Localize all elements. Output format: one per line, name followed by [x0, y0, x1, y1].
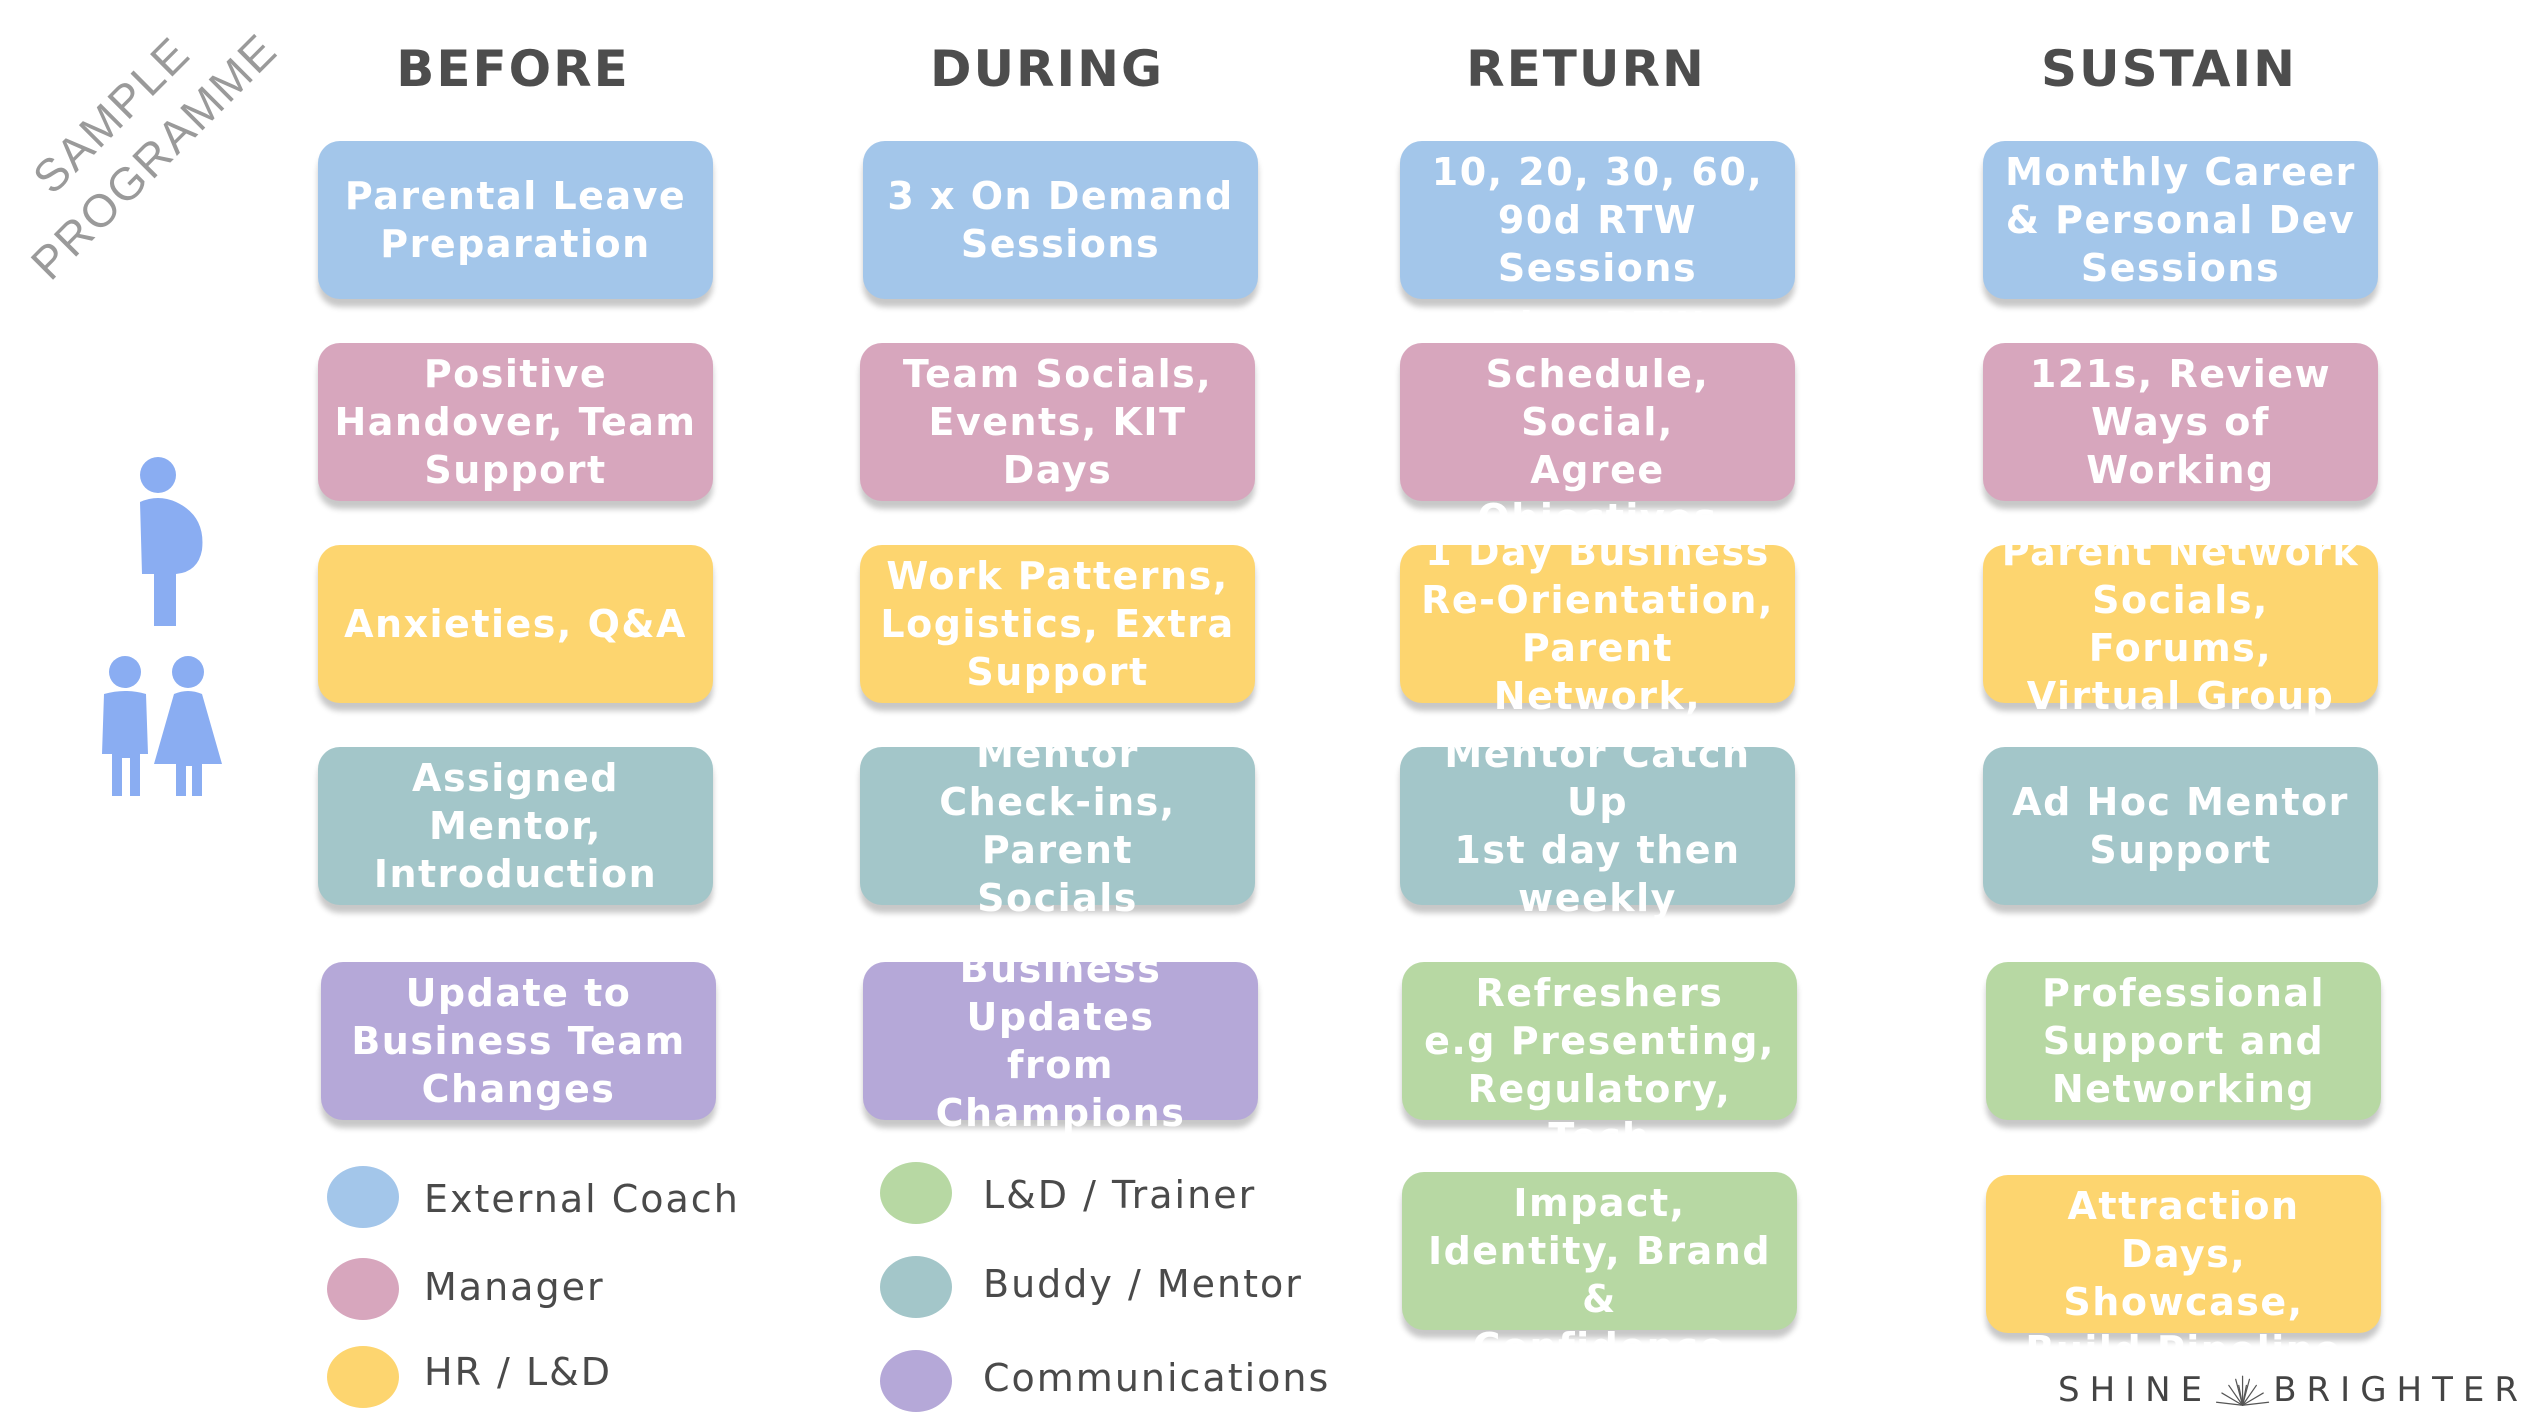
card-return-4: Mentor Catch Up 1st day then weekly [1400, 732, 1795, 920]
column-heading-before: BEFORE [396, 40, 630, 98]
card-during-5: Business Updates from Champions [863, 947, 1258, 1135]
card-during-1: 3 x On Demand Sessions [863, 141, 1258, 299]
card-text: 3 x On Demand Sessions [887, 174, 1234, 266]
card-text: Skills Refreshers e.g Presenting, Regula… [1424, 923, 1775, 1159]
card-before-3: Anxieties, Q&A [318, 545, 713, 703]
legend-dot-manager [327, 1258, 399, 1320]
card-text: Update to Business Team Changes [351, 971, 686, 1111]
card-return-5: Skills Refreshers e.g Presenting, Regula… [1402, 923, 1797, 1159]
pregnant-person-icon [140, 457, 203, 626]
card-text: Parent Network Socials, Forums, Virtual … [2001, 530, 2360, 718]
sunburst-icon [2216, 1375, 2270, 1406]
legend-dot-communications [880, 1350, 952, 1412]
column-heading-sustain: SUSTAIN [2041, 40, 2297, 98]
card-text: Professional Support and Networking [2041, 971, 2326, 1111]
card-return-3: 1 Day Business Re-Orientation, Parent Ne… [1400, 530, 1795, 718]
card-text: Ad Hoc Mentor Support [2012, 780, 2349, 872]
card-text: Talent Attraction Days, Showcase, Build … [2025, 1136, 2342, 1372]
card-text: Monthly Career & Personal Dev Sessions [2005, 150, 2356, 290]
card-text: 10, 20, 30, 60, 90d RTW Sessions [1431, 150, 1764, 290]
card-text: Anxieties, Q&A [344, 602, 687, 646]
legend-dot-external-coach [327, 1166, 399, 1228]
sample-programme-label: SAMPLE PROGRAMME [0, 0, 300, 300]
card-before-1: Parental Leave Preparation [318, 141, 713, 299]
legend-label-ld-trainer: L&D / Trainer [983, 1173, 1257, 1217]
child-boy-icon [102, 656, 148, 796]
card-during-2: Team Socials, Events, KIT Days [860, 343, 1255, 501]
card-sustain-4: Ad Hoc Mentor Support [1983, 747, 2378, 905]
column-heading-during: DURING [929, 40, 1165, 98]
card-text: Mentor Catch Up 1st day then weekly [1444, 732, 1751, 920]
card-text: Assigned Mentor, Introduction [373, 756, 658, 896]
card-before-5: Update to Business Team Changes [321, 962, 716, 1120]
legend-label-buddy-mentor: Buddy / Mentor [983, 1262, 1303, 1306]
card-text: Personal Impact, Identity, Brand & Confi… [1427, 1133, 1772, 1369]
card-text: Work Patterns, Logistics, Extra Support [880, 554, 1235, 694]
legend-label-hr-ld: HR / L&D [424, 1350, 613, 1394]
card-text: 121s, Review Ways of Working [2029, 352, 2332, 492]
brand-word-left: SHINE [2058, 1370, 2213, 1410]
card-text: Mentor Check-ins, Parent Socials [939, 732, 1176, 920]
card-during-4: Mentor Check-ins, Parent Socials [860, 732, 1255, 920]
column-heading-return: RETURN [1466, 40, 1706, 98]
legend-label-communications: Communications [983, 1356, 1331, 1400]
card-sustain-6: Talent Attraction Days, Showcase, Build … [1986, 1136, 2381, 1372]
card-return-6: Personal Impact, Identity, Brand & Confi… [1402, 1133, 1797, 1369]
card-text: Parental Leave Preparation [344, 174, 687, 266]
card-text: 1 Day Business Re-Orientation, Parent Ne… [1421, 530, 1774, 718]
card-sustain-5: Professional Support and Networking [1986, 962, 2381, 1120]
shine-brighter-logo: SHINE BRIGHTER [2058, 1368, 2528, 1412]
card-before-2: Positive Handover, Team Support [318, 343, 713, 501]
legend-dot-ld-trainer [880, 1162, 952, 1224]
card-text: Business Updates from Champions [935, 947, 1186, 1135]
card-before-4: Assigned Mentor, Introduction [318, 747, 713, 905]
brand-word-right: BRIGHTER [2273, 1370, 2528, 1410]
card-sustain-3: Parent Network Socials, Forums, Virtual … [1983, 530, 2378, 718]
card-during-3: Work Patterns, Logistics, Extra Support [860, 545, 1255, 703]
legend-dot-buddy-mentor [880, 1256, 952, 1318]
card-sustain-1: Monthly Career & Personal Dev Sessions [1983, 141, 2378, 299]
card-return-1: 10, 20, 30, 60, 90d RTW Sessions [1400, 141, 1795, 299]
legend-dot-hr-ld [327, 1346, 399, 1408]
card-text: Positive Handover, Team Support [334, 352, 697, 492]
legend-label-manager: Manager [424, 1265, 605, 1309]
card-text: Team Socials, Events, KIT Days [902, 352, 1213, 492]
card-sustain-2: 121s, Review Ways of Working [1983, 343, 2378, 501]
legend-label-external-coach: External Coach [424, 1177, 740, 1221]
child-girl-icon [154, 656, 222, 796]
card-return-2: Plan RTW Schedule, Social, Agree Objecti… [1400, 304, 1795, 540]
card-text: Plan RTW Schedule, Social, Agree Objecti… [1477, 304, 1718, 540]
